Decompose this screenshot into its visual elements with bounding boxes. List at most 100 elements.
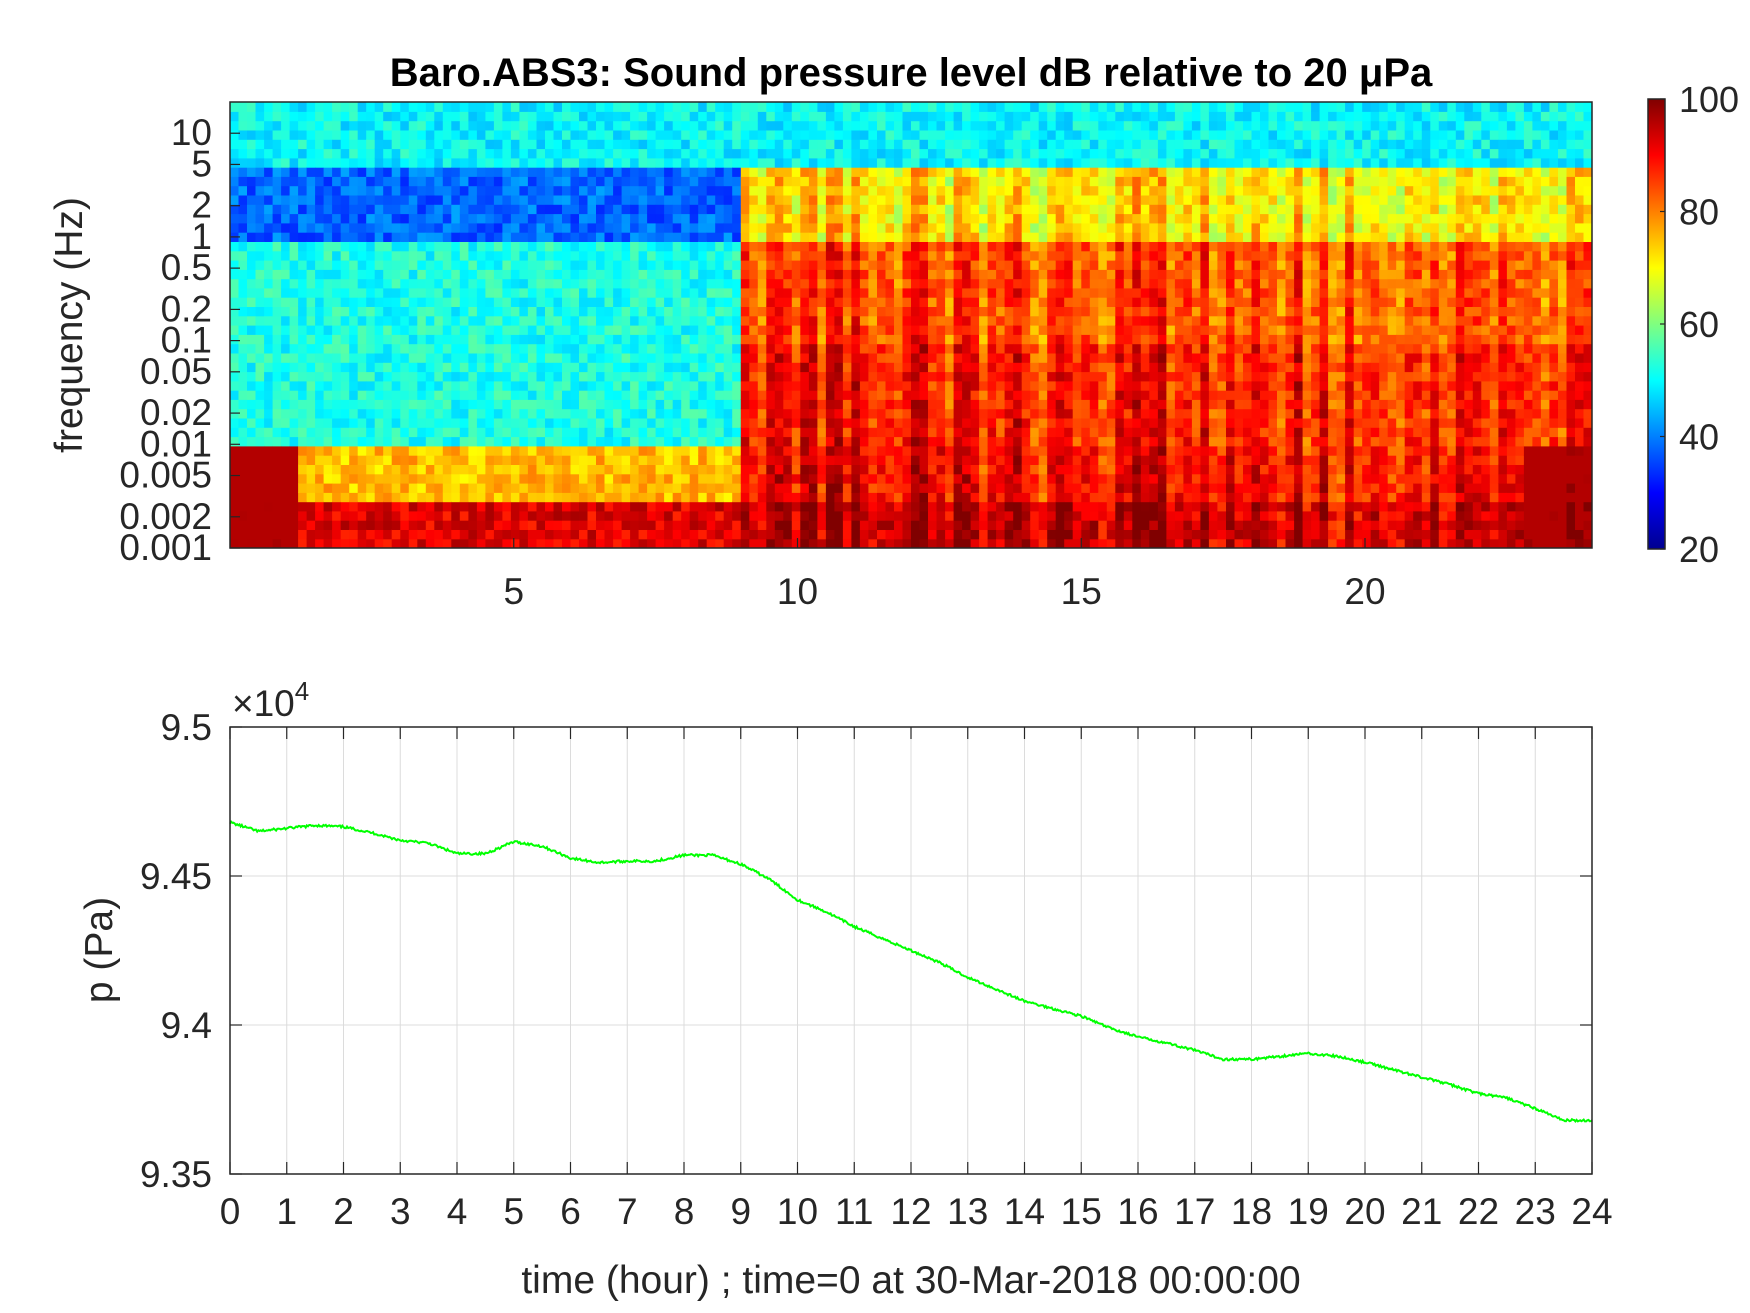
heatmap-cell: [928, 204, 938, 215]
heatmap-cell: [306, 167, 316, 177]
heatmap-cell: [1021, 445, 1031, 456]
heatmap-cell: [885, 269, 895, 280]
heatmap-cell: [332, 167, 342, 177]
heatmap-cell: [825, 176, 835, 187]
heatmap-cell: [706, 371, 716, 382]
heatmap-cell: [987, 390, 997, 400]
heatmap-cell: [332, 306, 342, 317]
heatmap-cell: [1064, 427, 1074, 438]
heatmap-cell: [289, 362, 299, 373]
heatmap-cell: [323, 399, 333, 410]
heatmap-cell: [468, 510, 478, 521]
heatmap-cell: [400, 380, 410, 391]
heatmap-cell: [357, 185, 367, 196]
heatmap-cell: [425, 492, 435, 503]
heatmap-cell: [562, 232, 572, 242]
heatmap-cell: [562, 129, 572, 140]
heatmap-cell: [596, 102, 606, 112]
heatmap-cell: [638, 334, 648, 345]
heatmap-cell: [962, 102, 972, 112]
heatmap-cell: [868, 148, 878, 159]
heatmap-cell: [366, 120, 376, 131]
heatmap-cell: [877, 185, 887, 196]
heatmap-cell: [1038, 315, 1048, 326]
heatmap-cell: [851, 334, 861, 345]
heatmap-cell: [315, 520, 325, 530]
heatmap-cell: [340, 260, 350, 270]
heatmap-cell: [868, 297, 878, 307]
heatmap-cell: [1030, 380, 1040, 391]
heatmap-cell: [527, 222, 537, 233]
heatmap-cell: [264, 278, 274, 289]
heatmap-cell: [357, 194, 367, 205]
heatmap-cell: [723, 167, 733, 177]
heatmap-cell: [902, 139, 912, 150]
heatmap-cell: [1106, 139, 1116, 150]
heatmap-cell: [400, 213, 410, 224]
heatmap-cell: [630, 417, 640, 428]
heatmap-cell: [885, 194, 895, 205]
heatmap-cell: [587, 492, 597, 503]
heatmap-cell: [383, 232, 393, 242]
heatmap-cell: [519, 520, 529, 530]
heatmap-cell: [800, 408, 810, 419]
heatmap-cell: [1081, 408, 1091, 419]
heatmap-cell: [706, 222, 716, 233]
heatmap-cell: [545, 352, 555, 363]
heatmap-cell: [638, 157, 648, 168]
heatmap-cell: [706, 139, 716, 150]
heatmap-cell: [281, 222, 291, 233]
heatmap-cell: [230, 520, 240, 530]
heatmap-cell: [485, 306, 495, 317]
heatmap-cell: [493, 241, 503, 252]
heatmap-cell: [451, 445, 461, 456]
heatmap-cell: [1021, 436, 1031, 447]
heatmap-cell: [340, 204, 350, 215]
heatmap-cell: [945, 501, 955, 512]
heatmap-cell: [817, 111, 827, 122]
heatmap-cell: [911, 501, 921, 512]
heatmap-cell: [630, 167, 640, 177]
heatmap-cell: [332, 120, 342, 131]
heatmap-cell: [928, 269, 938, 280]
heatmap-cell: [281, 241, 291, 252]
heatmap-cell: [877, 538, 887, 548]
heatmap-cell: [842, 278, 852, 289]
heatmap-cell: [264, 538, 274, 548]
heatmap-cell: [774, 297, 784, 307]
heatmap-cell: [340, 157, 350, 168]
heatmap-cell: [962, 260, 972, 270]
heatmap-cell: [349, 297, 359, 307]
heatmap-cell: [425, 269, 435, 280]
heatmap-cell: [877, 260, 887, 270]
heatmap-cell: [783, 278, 793, 289]
heatmap-cell: [332, 445, 342, 456]
heatmap-cell: [596, 343, 606, 354]
heatmap-cell: [1030, 390, 1040, 400]
heatmap-cell: [238, 111, 248, 122]
heatmap-cell: [928, 167, 938, 177]
heatmap-cell: [400, 250, 410, 261]
heatmap-cell: [579, 436, 589, 447]
heatmap-cell: [383, 325, 393, 335]
heatmap-cell: [987, 455, 997, 465]
heatmap-cell: [298, 464, 308, 475]
heatmap-cell: [332, 185, 342, 196]
heatmap-cell: [894, 157, 904, 168]
heatmap-cell: [1047, 213, 1057, 224]
heatmap-cell: [255, 232, 265, 242]
heatmap-cell: [945, 241, 955, 252]
heatmap-cell: [655, 343, 665, 354]
heatmap-cell: [1055, 417, 1065, 428]
heatmap-cell: [689, 390, 699, 400]
heatmap-cell: [647, 520, 657, 530]
heatmap-cell: [332, 334, 342, 345]
heatmap-cell: [519, 325, 529, 335]
heatmap-cell: [255, 213, 265, 224]
heatmap-cell: [570, 278, 580, 289]
heatmap-cell: [459, 325, 469, 335]
heatmap-cell: [553, 111, 563, 122]
heatmap-cell: [502, 492, 512, 503]
heatmap-cell: [519, 408, 529, 419]
heatmap-cell: [757, 492, 767, 503]
